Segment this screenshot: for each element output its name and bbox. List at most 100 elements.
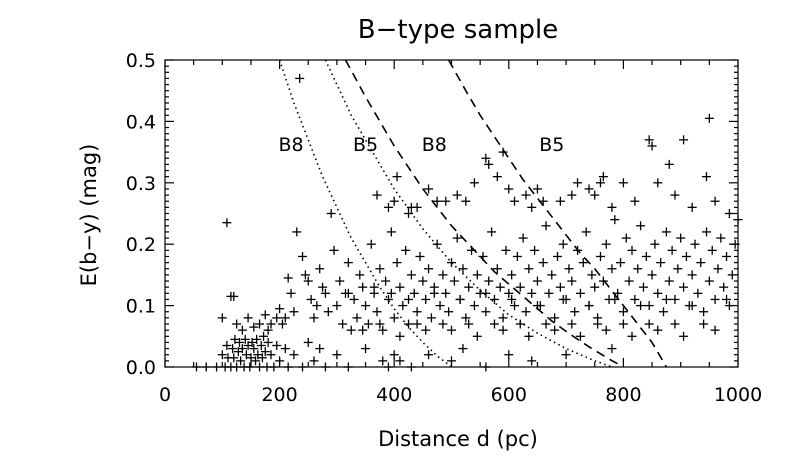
- data-point: [230, 334, 240, 344]
- data-point: [240, 334, 250, 344]
- data-point: [558, 294, 568, 304]
- data-point: [424, 184, 434, 194]
- data-point: [386, 288, 396, 298]
- data-point: [587, 270, 597, 280]
- data-point: [326, 209, 336, 218]
- data-point: [309, 313, 319, 323]
- plot-frame: [164, 59, 739, 368]
- data-point: [595, 251, 605, 261]
- data-point: [636, 221, 646, 231]
- data-point: [647, 141, 657, 151]
- data-point: [404, 294, 414, 304]
- data-point: [498, 147, 508, 157]
- data-point: [679, 135, 689, 145]
- data-point: [441, 196, 451, 206]
- data-point: [300, 270, 310, 280]
- data-point: [667, 245, 677, 255]
- data-point: [595, 178, 605, 188]
- data-point: [366, 239, 376, 249]
- data-point: [664, 159, 674, 169]
- data-point: [358, 282, 368, 292]
- data-point: [352, 313, 362, 323]
- data-point: [532, 276, 542, 286]
- data-point: [510, 301, 520, 311]
- x-tick-label: 0: [159, 384, 171, 406]
- data-point: [584, 184, 594, 194]
- data-point: [699, 307, 709, 317]
- data-point: [266, 319, 276, 329]
- data-point: [530, 245, 540, 255]
- data-point: [487, 227, 497, 237]
- data-point: [412, 307, 422, 317]
- data-point: [478, 251, 488, 261]
- data-point: [441, 288, 451, 298]
- data-point: [315, 264, 325, 274]
- data-point: [610, 294, 620, 304]
- data-point: [392, 258, 402, 268]
- data-point: [343, 288, 353, 298]
- data-point: [361, 301, 371, 311]
- data-point: [653, 325, 663, 335]
- data-point: [553, 251, 563, 261]
- data-point: [369, 282, 379, 292]
- data-point: [306, 294, 316, 304]
- data-point: [630, 196, 640, 206]
- data-point: [392, 172, 402, 182]
- data-point: [266, 350, 276, 360]
- data-point: [618, 307, 628, 317]
- data-point: [630, 294, 640, 304]
- data-point: [286, 288, 296, 298]
- data-point: [701, 227, 711, 237]
- curve-dotted-b5: [324, 60, 613, 367]
- data-point: [260, 310, 270, 320]
- data-point: [690, 239, 700, 249]
- y-tick-label: 0.5: [126, 50, 156, 72]
- data-point: [601, 325, 611, 335]
- data-point: [320, 288, 330, 298]
- data-point: [412, 319, 422, 329]
- data-point: [679, 331, 689, 341]
- data-point: [547, 270, 557, 280]
- data-point: [567, 319, 577, 329]
- data-point: [510, 196, 520, 206]
- data-point: [515, 319, 525, 329]
- data-point: [309, 356, 319, 366]
- y-tick-label: 0.4: [126, 111, 156, 133]
- data-point: [578, 258, 588, 268]
- data-point: [550, 313, 560, 323]
- data-point: [567, 190, 577, 200]
- data-point: [518, 233, 528, 243]
- data-point: [472, 331, 482, 341]
- data-point: [575, 331, 585, 341]
- model-curves: [278, 60, 668, 367]
- data-point: [458, 344, 468, 354]
- data-point: [404, 319, 414, 329]
- data-point: [676, 233, 686, 243]
- curve-dashed-b8: [344, 60, 624, 367]
- data-point: [292, 227, 302, 237]
- data-point: [243, 313, 253, 323]
- data-point: [280, 313, 290, 323]
- y-tick-label: 0.0: [126, 357, 156, 379]
- data-point: [349, 294, 359, 304]
- data-point: [693, 288, 703, 298]
- data-point: [484, 159, 494, 169]
- data-point: [636, 301, 646, 311]
- data-point: [312, 301, 322, 311]
- data-point: [716, 233, 726, 243]
- data-point: [621, 233, 631, 243]
- data-point: [335, 276, 345, 286]
- data-point: [378, 356, 388, 366]
- data-point: [489, 294, 499, 304]
- data-point: [452, 190, 462, 200]
- data-point: [532, 184, 542, 194]
- data-point: [575, 288, 585, 298]
- data-point: [527, 356, 537, 366]
- data-point: [251, 356, 261, 366]
- data-point: [421, 325, 431, 335]
- data-point: [252, 334, 262, 344]
- data-point: [504, 184, 514, 194]
- data-point: [670, 190, 680, 200]
- data-point: [661, 294, 671, 304]
